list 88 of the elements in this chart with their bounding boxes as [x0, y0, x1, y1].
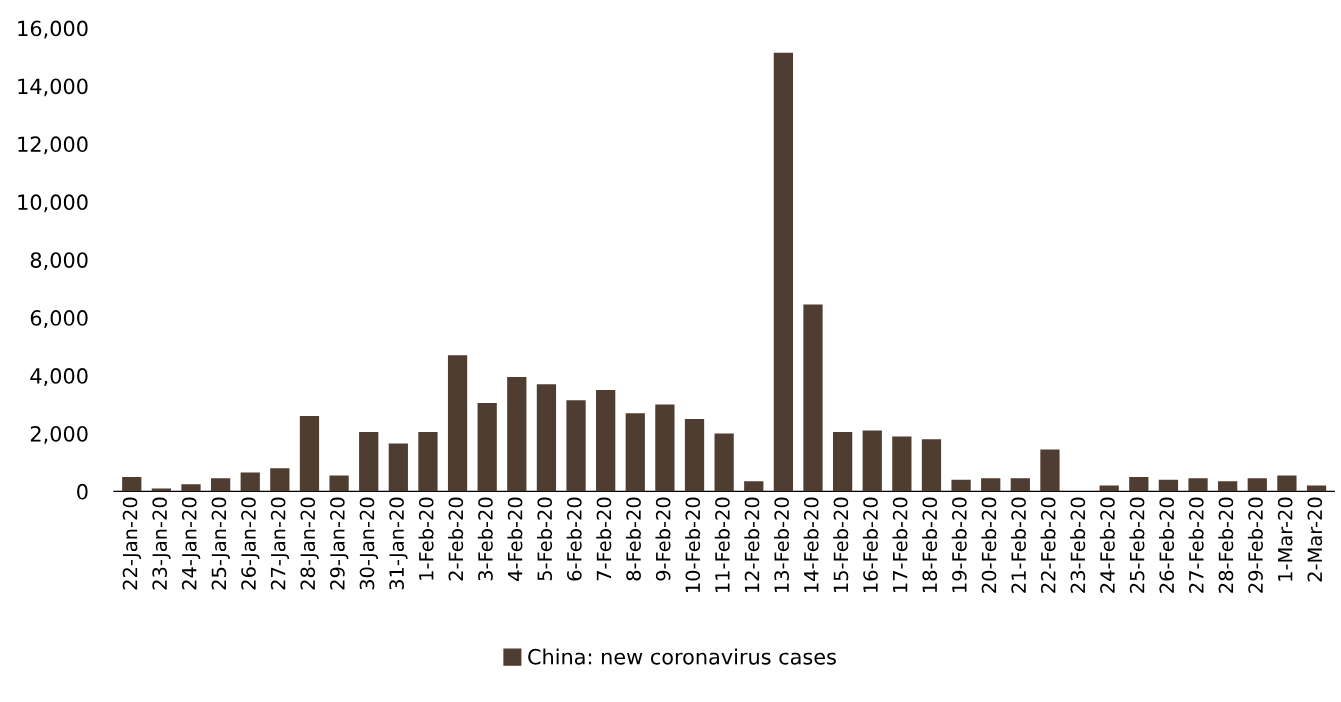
x-tick-label: 29-Feb-20: [1247, 497, 1263, 593]
x-tick-label: 22-Feb-20: [1040, 497, 1056, 593]
bar: [418, 432, 438, 492]
legend-label: China: new coronavirus cases: [528, 648, 836, 665]
bar: [951, 479, 971, 492]
bar: [359, 432, 379, 492]
y-tick-label: 14,000: [18, 78, 88, 97]
bar: [832, 432, 853, 492]
bar: [536, 384, 557, 492]
x-tick-label: 29-Jan-20: [330, 497, 349, 590]
x-tick-label: 23-Jan-20: [152, 497, 171, 590]
x-tick-label: 23-Feb-20: [1070, 497, 1086, 593]
x-tick-label: 28-Feb-20: [1218, 497, 1234, 593]
bar: [1218, 481, 1238, 492]
bar: [596, 390, 616, 492]
bar: [625, 413, 645, 492]
y-tick-label: 10,000: [18, 194, 88, 213]
bar: [299, 416, 320, 492]
x-tick-label: 1-Mar-20: [1277, 497, 1293, 581]
x-tick-label: 7-Feb-20: [596, 497, 612, 581]
x-tick-label: 10-Feb-20: [685, 497, 701, 593]
bar: [181, 484, 201, 492]
bar: [1247, 478, 1267, 492]
x-tick-label: 31-Jan-20: [389, 497, 408, 590]
x-tick-label: 8-Feb-20: [625, 497, 641, 581]
x-tick-label: 5-Feb-20: [537, 497, 553, 581]
bar: [447, 355, 468, 492]
bar: [921, 439, 942, 492]
bar: [1040, 449, 1060, 492]
x-tick-label: 17-Feb-20: [892, 497, 908, 593]
bar: [240, 472, 260, 492]
bar: [1188, 478, 1208, 492]
bar: [714, 433, 734, 492]
bar: [566, 400, 586, 492]
x-tick-label: 3-Feb-20: [477, 497, 493, 581]
bar: [862, 430, 882, 492]
bar: [981, 478, 1001, 492]
y-tick-label: 2,000: [30, 425, 88, 444]
x-tick-label: 6-Feb-20: [566, 497, 582, 581]
y-tick-label: 6,000: [30, 310, 88, 328]
x-tick-label: 9-Feb-20: [655, 497, 671, 581]
x-tick-label: 15-Feb-20: [833, 497, 849, 593]
x-tick-label: 19-Feb-20: [951, 497, 967, 593]
bar: [270, 468, 290, 492]
bar: [388, 443, 408, 492]
x-tick-label: 30-Jan-20: [359, 497, 378, 590]
x-tick-label: 24-Feb-20: [1099, 497, 1115, 593]
x-tick-label: 20-Feb-20: [981, 497, 997, 593]
x-tick-label: 26-Feb-20: [1159, 497, 1175, 593]
bar: [655, 404, 675, 492]
x-tick-label: 2-Mar-20: [1307, 497, 1323, 582]
x-tick-label: 4-Feb-20: [507, 497, 523, 581]
y-tick-label: 16,000: [18, 20, 88, 39]
bar: [1277, 475, 1297, 492]
x-tick-label: 27-Jan-20: [270, 497, 290, 590]
bar: [1129, 476, 1149, 492]
bar: [803, 304, 823, 492]
bar: [684, 419, 705, 492]
bar: [507, 377, 527, 492]
x-tick-label: 26-Jan-20: [241, 497, 260, 590]
x-tick-label: 21-Feb-20: [1010, 497, 1026, 593]
bar: [1158, 479, 1179, 492]
x-tick-label: 13-Feb-20: [773, 497, 790, 593]
x-tick-label: 27-Feb-20: [1188, 497, 1204, 593]
x-tick-label: 16-Feb-20: [862, 497, 878, 593]
x-tick-label: 2-Feb-20: [448, 497, 464, 581]
bar: [773, 52, 793, 492]
y-tick-label: 8,000: [30, 252, 88, 271]
x-tick-label: 11-Feb-20: [714, 497, 730, 593]
x-tick-label: 14-Feb-20: [803, 497, 819, 593]
bar: [1010, 478, 1030, 492]
bar: [329, 475, 349, 492]
y-tick-label: 0: [77, 483, 88, 500]
x-tick-label: 22-Jan-20: [122, 497, 142, 590]
y-tick-label: 4,000: [30, 368, 88, 386]
x-tick-label: 24-Jan-20: [181, 497, 201, 590]
bar: [892, 436, 912, 492]
bar: [210, 478, 231, 492]
x-tick-label: 28-Jan-20: [300, 497, 319, 590]
x-tick-label: 25-Feb-20: [1129, 497, 1145, 593]
x-tick-label: 25-Jan-20: [211, 497, 230, 590]
y-tick-label: 12,000: [18, 136, 88, 155]
bar: [477, 403, 497, 492]
x-tick-label: 18-Feb-20: [922, 497, 938, 593]
x-tick-label: 12-Feb-20: [744, 497, 760, 593]
x-tick-label: 1-Feb-20: [418, 497, 434, 580]
bar: [744, 481, 764, 492]
bar: [122, 476, 142, 492]
